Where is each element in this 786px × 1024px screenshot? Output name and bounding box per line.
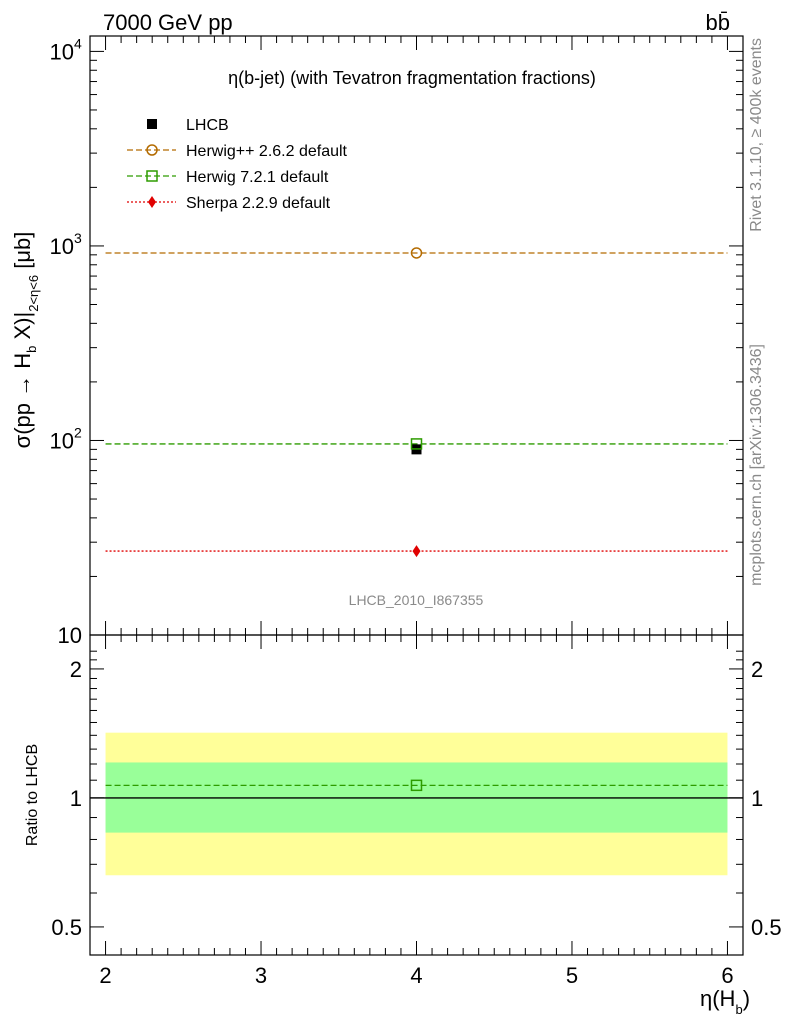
main-ytick-exp-2: 3	[74, 230, 82, 246]
ratio-panel: 0.5 0.5 1 1 2 2 2 3 4 5 6	[51, 634, 782, 988]
data-point-1	[410, 247, 423, 259]
ylabel-sub-b: b	[24, 346, 39, 353]
data-point-3	[412, 545, 421, 558]
ratio-ytick-label-right-0: 0.5	[751, 915, 782, 940]
x-axis-label: η(Hb)	[700, 986, 750, 1017]
ylabel-sub-range: 2<η<6	[26, 275, 41, 312]
xtick-label-3: 5	[566, 963, 578, 988]
legend-marker-2	[146, 170, 158, 182]
mcplots-label: mcplots.cern.ch [arXiv:1306.3436]	[748, 344, 765, 586]
main-ytick-exp-3: 4	[74, 35, 82, 51]
main-ytick-label-3: 10	[50, 39, 74, 64]
ratio-ytick-label-right-1: 1	[751, 786, 763, 811]
analysis-label: LHCB_2010_I867355	[349, 592, 484, 608]
ratio-ytick-label-left-1: 1	[70, 786, 82, 811]
ratio-ytick-label-left-2: 2	[70, 657, 82, 682]
xtick-label-2: 4	[410, 963, 422, 988]
legend-label-1: Herwig++ 2.6.2 default	[186, 143, 348, 160]
main-ytick-label-2: 10	[50, 234, 74, 259]
svg-text:σ(pp → Hb X)|2<η<6 [μb]: σ(pp → Hb X)|2<η<6 [μb]	[10, 232, 41, 449]
legend-label-3: Sherpa 2.2.9 default	[186, 195, 331, 212]
ylabel-sigma: σ(pp → H	[10, 353, 35, 449]
rivet-label: Rivet 3.1.10, ≥ 400k events	[748, 38, 765, 232]
legend-label-0: LHCB	[186, 117, 229, 134]
xtick-label-4: 6	[721, 963, 733, 988]
data-point-2	[410, 438, 423, 450]
ratio-ytick-label-left-0: 0.5	[51, 915, 82, 940]
main-y-axis-label: σ(pp → Hb X)|2<η<6 [μb]	[10, 232, 41, 449]
legend-marker-3	[148, 196, 156, 208]
ratio-y-axis-label: Ratio to LHCB	[24, 744, 41, 846]
energy-label: 7000 GeV pp	[103, 10, 233, 35]
main-ytick-exp-1: 2	[74, 424, 82, 440]
chart-title: η(b-jet) (with Tevatron fragmentation fr…	[228, 68, 596, 88]
legend-marker-1	[146, 144, 158, 156]
legend-label-2: Herwig 7.2.1 default	[186, 169, 329, 186]
xtick-label-1: 3	[255, 963, 267, 988]
ratio-point-0	[410, 779, 423, 792]
xtick-label-0: 2	[99, 963, 111, 988]
ratio-ytick-label-right-2: 2	[751, 657, 763, 682]
main-ytick-label-0: 10	[58, 623, 82, 648]
ratio-axis-ticks: 0.5 0.5 1 1 2 2 2 3 4 5 6	[51, 635, 782, 988]
legend-marker-0	[147, 119, 157, 129]
process-label: bb̄	[706, 10, 730, 35]
legend: LHCB Herwig++ 2.6.2 default Herwig 7.2.1 d…	[127, 117, 348, 212]
main-ytick-label-1: 10	[50, 428, 74, 453]
